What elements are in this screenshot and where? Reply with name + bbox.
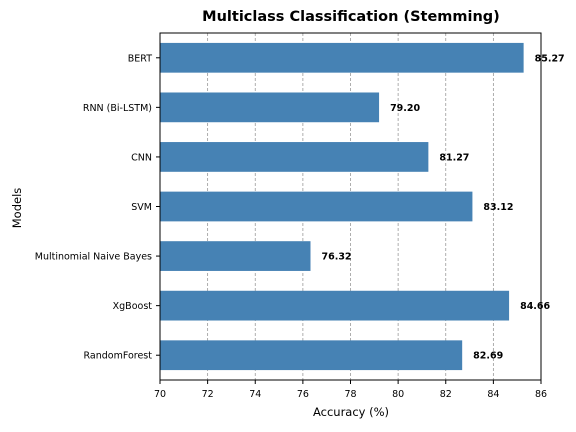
y-tick-label: RandomForest: [84, 351, 153, 362]
y-tick-label: SVM: [131, 202, 152, 213]
bar: [160, 340, 463, 371]
data-labels: 85.27 79.20 81.27 83.12 76.32 84.66 82.69: [321, 53, 564, 361]
data-label: 81.27: [439, 152, 469, 163]
x-tick-label: 72: [202, 389, 214, 400]
data-label: 83.12: [483, 202, 513, 213]
y-tick-label: BERT: [128, 53, 152, 64]
y-axis-label: Models: [10, 188, 24, 229]
data-label: 85.27: [535, 53, 565, 64]
bar: [160, 241, 311, 271]
x-axis: 70 72 74 76 78 80 82 84 86: [154, 380, 547, 400]
data-label: 79.20: [390, 103, 420, 114]
bars: [160, 42, 524, 371]
y-tick-label: CNN: [131, 152, 152, 163]
x-tick-label: 82: [440, 389, 452, 400]
data-label: 76.32: [321, 252, 351, 263]
x-tick-label: 74: [249, 389, 261, 400]
bar: [160, 92, 380, 123]
data-label: 84.66: [520, 301, 550, 312]
data-label: 82.69: [473, 351, 503, 362]
x-axis-label: Accuracy (%): [313, 405, 389, 419]
bar: [160, 290, 510, 321]
y-tick-label: XgBoost: [113, 301, 153, 312]
bar: [160, 42, 524, 73]
bar: [160, 191, 473, 222]
y-tick-label: RNN (Bi-LSTM): [83, 103, 152, 114]
x-tick-label: 86: [535, 389, 547, 400]
x-tick-label: 76: [297, 389, 309, 400]
x-tick-label: 80: [392, 389, 404, 400]
bar: [160, 142, 429, 172]
y-tick-label: Multinomial Naive Bayes: [35, 252, 152, 263]
x-tick-label: 70: [154, 389, 166, 400]
y-axis: BERT RNN (Bi-LSTM) CNN SVM Multinomial Naive…: [35, 53, 160, 362]
x-tick-label: 84: [487, 389, 499, 400]
x-tick-label: 78: [344, 389, 356, 400]
chart-title: Multiclass Classification (Stemming): [202, 9, 500, 25]
